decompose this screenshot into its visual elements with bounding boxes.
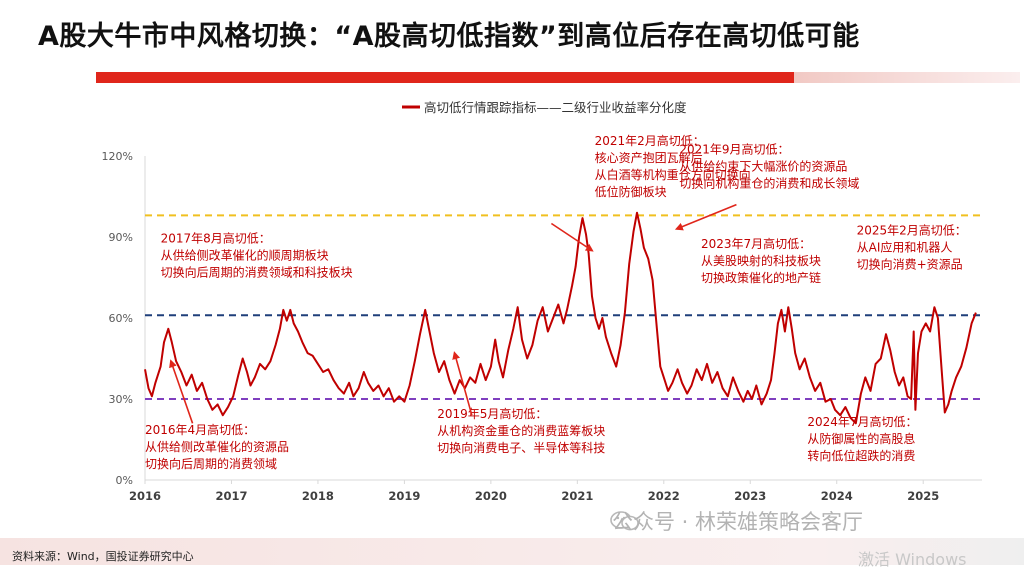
annotation-line: 从供给侧改革催化的资源品 [145,439,289,454]
annotation-line: 切换向机构重仓的消费和成长领域 [679,175,859,190]
annotation-line: 低位防御板块 [595,184,667,199]
wechat-logo-icon [610,511,639,531]
annotation-line: 切换政策催化的地产链 [701,270,821,285]
legend-label: 高切低行情跟踪指标——二级行业收益率分化度 [424,100,687,115]
os-activation-overlay: 激活 Windows [858,550,967,569]
title-underline-fade [794,72,1020,83]
reference-lines [145,214,982,400]
annotation-line: 从防御属性的高股息 [807,431,915,446]
annotation-line: 2024年7月高切低： [807,414,917,429]
annotation-line: 转向低位超跌的消费 [807,448,915,463]
y-tick-label: 0% [116,474,133,487]
y-tick-label: 30% [109,393,133,406]
x-tick-label: 2025 [907,489,939,500]
page-title: A股大牛市中风格切换：“A股高切低指数”到高位后存在高切低可能 [38,21,860,52]
annotation-line: 从机构资金重仓的消费蓝筹板块 [437,423,605,438]
source-note: 资料来源：Wind，国投证券研究中心 [12,550,194,563]
y-tick-label: 120% [102,150,133,163]
chart-axes: 0% 30% 60% 90% 120% 2016 2017 2018 2019 2020 2021 2… [102,150,982,500]
footer-bar [0,538,1024,565]
x-tick-label: 2018 [302,489,334,500]
x-tick-label: 2023 [734,489,766,500]
annotation-line: 从供给约束下大幅涨价的资源品 [679,158,847,173]
x-tick-label: 2024 [821,489,853,500]
annotation-line: 切换向后周期的消费领域和科技板块 [161,264,353,279]
x-tick-label: 2021 [561,489,593,500]
title-underline-bar [96,72,794,83]
annotation-line: 2017年8月高切低： [161,230,271,245]
annotation-line: 切换向后周期的消费领域 [145,456,277,471]
annotation-line: 从AI应用和机器人 [857,239,953,254]
annotation-line: 从供给侧改革催化的顺周期板块 [161,247,329,262]
series-line [144,211,977,425]
annotation-arrow [550,222,594,252]
x-tick-label: 2017 [215,489,247,500]
annotation-arrow [169,359,194,424]
annotation-arrow [452,351,473,416]
annotation-line: 2021年2月高切低： [595,133,705,148]
annotation-line: 切换向消费+资源品 [857,256,963,271]
x-tick-label: 2020 [475,489,507,500]
annotation: 2017年8月高切低： 从供给侧改革催化的顺周期板块切换向后周期的消费领域和科技板… [161,230,353,279]
x-tick-label: 2016 [129,489,161,500]
y-tick-label: 60% [109,312,133,325]
y-tick-label: 90% [109,231,133,244]
annotation-arrow [674,203,737,231]
annotation-line: 2023年7月高切低： [701,236,811,251]
x-tick-label: 2019 [388,489,420,500]
annotation-line: 2021年9月高切低： [679,141,789,156]
series-layer [144,211,977,425]
annotation-line: 2025年2月高切低： [857,222,967,237]
chart-legend: 高切低行情跟踪指标——二级行业收益率分化度 [402,100,687,115]
annotation-line: 从白酒等机构重仓方向切换向 [595,167,751,182]
x-tick-label: 2022 [648,489,680,500]
divergence-line-chart: 高切低行情跟踪指标——二级行业收益率分化度 0% 30% 60% 90% 120% 201… [102,100,982,500]
annotation-line: 切换向消费电子、半导体等科技 [437,440,605,455]
annotation-line: 2016年4月高切低： [145,422,255,437]
watermark-text: 公众号 · 林荣雄策略会客厅 [612,510,864,534]
annotation-line: 从美股映射的科技板块 [701,253,821,268]
annotation-line: 核心资产抱团瓦解后 [595,150,703,165]
annotation-line: 2019年5月高切低： [437,406,547,421]
